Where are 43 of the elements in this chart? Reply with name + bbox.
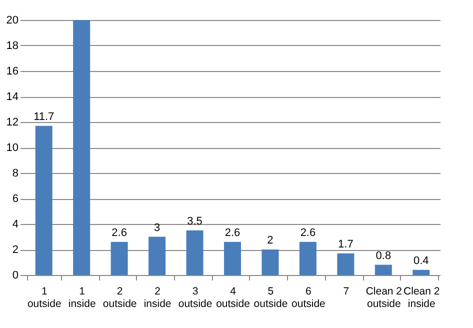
x-tick-label: 5 outside: [254, 286, 288, 310]
bar: [110, 242, 128, 275]
bar: [337, 253, 354, 275]
bar: [374, 264, 392, 275]
data-label: 0.4: [413, 254, 429, 267]
x-tick-label: 1 outside: [27, 286, 62, 310]
data-label: 11.7: [34, 110, 54, 123]
x-tick-label: 2 outside: [102, 286, 137, 310]
data-label: 2.6: [300, 226, 316, 239]
bar: [35, 126, 52, 275]
bar: [148, 236, 166, 275]
x-tick-label: 1 inside: [68, 286, 96, 310]
bar: [73, 20, 90, 275]
y-tick-label: 20: [6, 14, 18, 26]
data-label: 3.5: [187, 215, 202, 228]
x-tick-label: 3 outside: [178, 286, 212, 310]
data-label: 1.7: [338, 238, 354, 250]
x-tick-label: Clean 2 outside: [366, 286, 402, 310]
y-tick-label: 14: [6, 91, 18, 103]
x-tick-label: Clean 2 inside: [404, 286, 440, 310]
bar: [224, 242, 241, 275]
y-tick-label: 10: [6, 142, 18, 154]
data-label: 2: [267, 234, 274, 246]
bar: [186, 230, 204, 275]
x-tick-label: 2 inside: [144, 286, 172, 310]
bar: [299, 242, 316, 275]
x-tick-label: 6 outside: [292, 286, 326, 310]
bar: [262, 250, 279, 275]
y-tick-label: 18: [6, 40, 18, 52]
data-label: 3: [154, 222, 160, 234]
y-tick-label: 4: [12, 218, 18, 230]
data-label: 0.8: [376, 250, 392, 262]
y-tick-label: 8: [12, 168, 18, 180]
y-tick-label: 6: [12, 193, 18, 205]
y-tick-label: 0: [12, 270, 18, 282]
data-label: 2.6: [112, 226, 127, 239]
x-tick-label: 4 outside: [216, 286, 250, 310]
y-tick-label: 2: [12, 244, 18, 256]
x-tick-label: 7: [343, 286, 350, 298]
y-tick-label: 16: [6, 66, 18, 78]
bar: [412, 270, 430, 275]
data-label: 2.6: [224, 226, 240, 239]
y-tick-label: 12: [6, 116, 18, 128]
